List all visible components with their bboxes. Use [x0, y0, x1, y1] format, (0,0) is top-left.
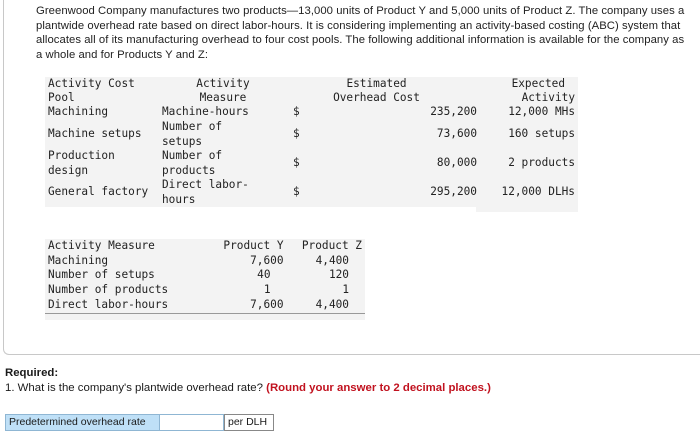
table-row: Number of products 1 1 — [48, 283, 349, 297]
table-header-row: Activity Measure Product Y Product Z — [45, 239, 365, 254]
table-row: Direct labor-hours 7,600 4,400 — [48, 297, 349, 311]
header-product-y: Product Y — [223, 239, 284, 252]
header-product-z: Product Z — [301, 239, 362, 252]
answer-label: Predetermined overhead rate — [5, 414, 160, 431]
table-row: Machining Machine-hours $ 235,200 12,000… — [48, 105, 575, 119]
problem-intro: Greenwood Company manufactures two produ… — [36, 5, 685, 61]
table-row: General factory Direct labor- hours $ 29… — [48, 178, 575, 206]
header-expected-activity: Expected Activity — [511, 77, 575, 104]
table-row: Number of setups 40 120 — [48, 268, 349, 282]
table-row: Production design Number of products $ 8… — [48, 149, 575, 177]
table-row: Machine setups Number of setups $ 73,600… — [48, 120, 575, 148]
overhead-rate-input[interactable] — [160, 414, 224, 431]
header-activity-measure: Activity Measure — [48, 239, 155, 252]
question-block: Required: 1. What is the company's plant… — [5, 366, 491, 395]
answer-row: Predetermined overhead rate per DLH — [5, 414, 274, 431]
header-activity-measure: Activity Measure — [196, 77, 250, 104]
rounding-hint: (Round your answer to 2 decimal places.) — [266, 381, 491, 394]
answer-unit: per DLH — [224, 414, 274, 431]
activity-cost-pool-table: Activity Cost Pool Activity Measure Esti… — [45, 77, 578, 207]
question-line: 1. What is the company's plantwide overh… — [5, 381, 491, 396]
required-heading: Required: — [5, 367, 59, 379]
question-text: 1. What is the company's plantwide overh… — [5, 381, 263, 394]
header-activity-cost-pool: Activity Cost Pool — [48, 77, 135, 104]
product-activity-table: Activity Measure Product Y Product Z Mac… — [45, 239, 365, 320]
header-estimated-overhead-cost: Estimated Overhead Cost — [333, 77, 420, 104]
table-row: Machining 7,600 4,400 — [48, 253, 349, 267]
table-header-row: Activity Cost Pool Activity Measure Esti… — [45, 77, 578, 105]
